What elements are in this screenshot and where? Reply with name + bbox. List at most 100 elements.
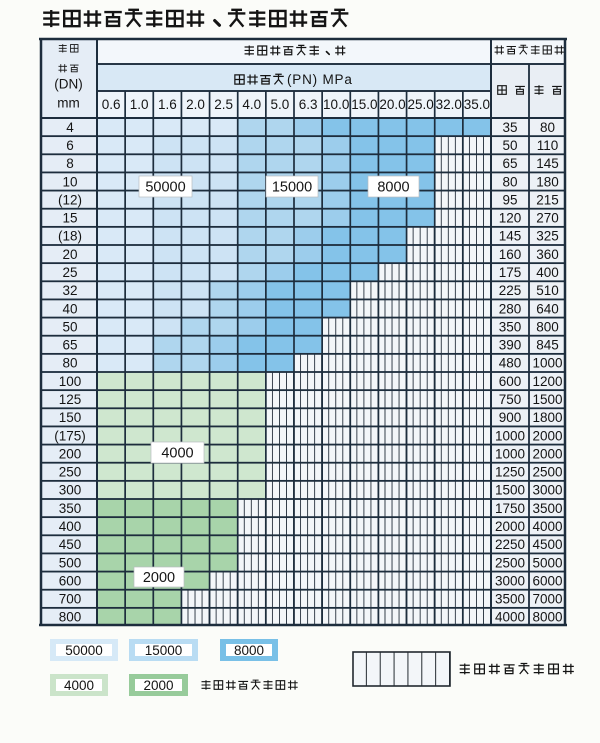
svg-text:8000: 8000 (532, 610, 562, 625)
svg-text:10: 10 (62, 174, 77, 189)
svg-text:125: 125 (59, 392, 82, 407)
svg-text:5.0: 5.0 (271, 97, 290, 112)
svg-text:(18): (18) (58, 229, 82, 244)
svg-text:4: 4 (66, 120, 74, 135)
svg-text:2000: 2000 (143, 570, 175, 586)
svg-text:3500: 3500 (532, 501, 562, 516)
svg-text:2000: 2000 (495, 519, 525, 534)
svg-text:160: 160 (499, 247, 522, 262)
svg-text:2500: 2500 (495, 555, 525, 570)
svg-text:2500: 2500 (532, 465, 562, 480)
svg-text:360: 360 (536, 247, 559, 262)
svg-text:1000: 1000 (495, 446, 525, 461)
svg-text:35.0: 35.0 (464, 97, 490, 112)
svg-text:10.0: 10.0 (323, 97, 349, 112)
svg-text:350: 350 (59, 501, 82, 516)
svg-text:1800: 1800 (532, 410, 562, 425)
svg-text:180: 180 (536, 174, 559, 189)
svg-text:1500: 1500 (495, 483, 525, 498)
svg-text:7000: 7000 (532, 592, 562, 607)
svg-text:400: 400 (59, 519, 82, 534)
svg-text:350: 350 (499, 319, 522, 334)
svg-text:600: 600 (499, 374, 522, 389)
svg-text:800: 800 (536, 319, 559, 334)
svg-text:1.0: 1.0 (130, 97, 149, 112)
svg-text:4000: 4000 (161, 446, 193, 462)
svg-text:95: 95 (502, 192, 517, 207)
svg-text:(175): (175) (54, 428, 86, 443)
svg-text:80: 80 (62, 356, 77, 371)
svg-text:8000: 8000 (377, 180, 409, 196)
svg-text:2000: 2000 (532, 428, 562, 443)
svg-text:(12): (12) (58, 192, 82, 207)
svg-text:1000: 1000 (532, 356, 562, 371)
svg-text:2.5: 2.5 (214, 97, 233, 112)
svg-text:270: 270 (536, 211, 559, 226)
svg-text:15000: 15000 (272, 180, 312, 196)
svg-text:750: 750 (499, 392, 522, 407)
svg-text:225: 225 (499, 283, 522, 298)
svg-text:2.0: 2.0 (186, 97, 205, 112)
svg-text:15000: 15000 (145, 643, 183, 658)
svg-text:15: 15 (62, 211, 77, 226)
svg-text:200: 200 (59, 446, 82, 461)
svg-text:4000: 4000 (64, 678, 94, 693)
svg-text:4000: 4000 (495, 610, 525, 625)
svg-text:250: 250 (59, 465, 82, 480)
svg-text:3500: 3500 (495, 592, 525, 607)
svg-text:450: 450 (59, 537, 82, 552)
svg-text:4.0: 4.0 (242, 97, 261, 112)
svg-text:32: 32 (62, 283, 77, 298)
svg-text:(PN) MPa: (PN) MPa (287, 72, 353, 87)
svg-text:280: 280 (499, 301, 522, 316)
svg-text:510: 510 (536, 283, 559, 298)
svg-text:50000: 50000 (65, 643, 103, 658)
svg-text:1200: 1200 (532, 374, 562, 389)
svg-text:215: 215 (536, 192, 559, 207)
svg-text:480: 480 (499, 356, 522, 371)
svg-text:32.0: 32.0 (436, 97, 462, 112)
svg-text:600: 600 (59, 573, 82, 588)
svg-text:40: 40 (62, 301, 77, 316)
svg-text:2000: 2000 (532, 446, 562, 461)
svg-text:640: 640 (536, 301, 559, 316)
svg-text:6: 6 (66, 138, 74, 153)
svg-text:mm: mm (57, 96, 80, 111)
svg-text:390: 390 (499, 338, 522, 353)
svg-text:120: 120 (499, 211, 522, 226)
svg-text:700: 700 (59, 592, 82, 607)
svg-text:80: 80 (502, 174, 517, 189)
svg-text:80: 80 (540, 120, 555, 135)
svg-text:175: 175 (499, 265, 522, 280)
svg-text:1000: 1000 (495, 428, 525, 443)
svg-text:145: 145 (499, 229, 522, 244)
svg-text:20: 20 (62, 247, 77, 262)
svg-text:300: 300 (59, 483, 82, 498)
svg-text:5000: 5000 (532, 555, 562, 570)
svg-text:20.0: 20.0 (379, 97, 405, 112)
svg-text:8000: 8000 (234, 643, 264, 658)
svg-text:500: 500 (59, 555, 82, 570)
svg-text:65: 65 (62, 338, 77, 353)
svg-text:1250: 1250 (495, 465, 525, 480)
svg-text:150: 150 (59, 410, 82, 425)
svg-text:3000: 3000 (495, 573, 525, 588)
svg-text:8: 8 (66, 156, 74, 171)
svg-text:6000: 6000 (532, 573, 562, 588)
svg-text:1750: 1750 (495, 501, 525, 516)
svg-text:65: 65 (502, 156, 517, 171)
svg-text:25: 25 (62, 265, 77, 280)
svg-text:100: 100 (59, 374, 82, 389)
svg-text:900: 900 (499, 410, 522, 425)
svg-text:4000: 4000 (532, 519, 562, 534)
svg-text:800: 800 (59, 610, 82, 625)
svg-text:25.0: 25.0 (407, 97, 433, 112)
svg-text:2250: 2250 (495, 537, 525, 552)
svg-text:400: 400 (536, 265, 559, 280)
svg-text:35: 35 (502, 120, 517, 135)
svg-text:50: 50 (62, 319, 77, 334)
svg-text:325: 325 (536, 229, 559, 244)
svg-text:2000: 2000 (143, 678, 173, 693)
svg-text:0.6: 0.6 (102, 97, 121, 112)
svg-text:145: 145 (536, 156, 559, 171)
